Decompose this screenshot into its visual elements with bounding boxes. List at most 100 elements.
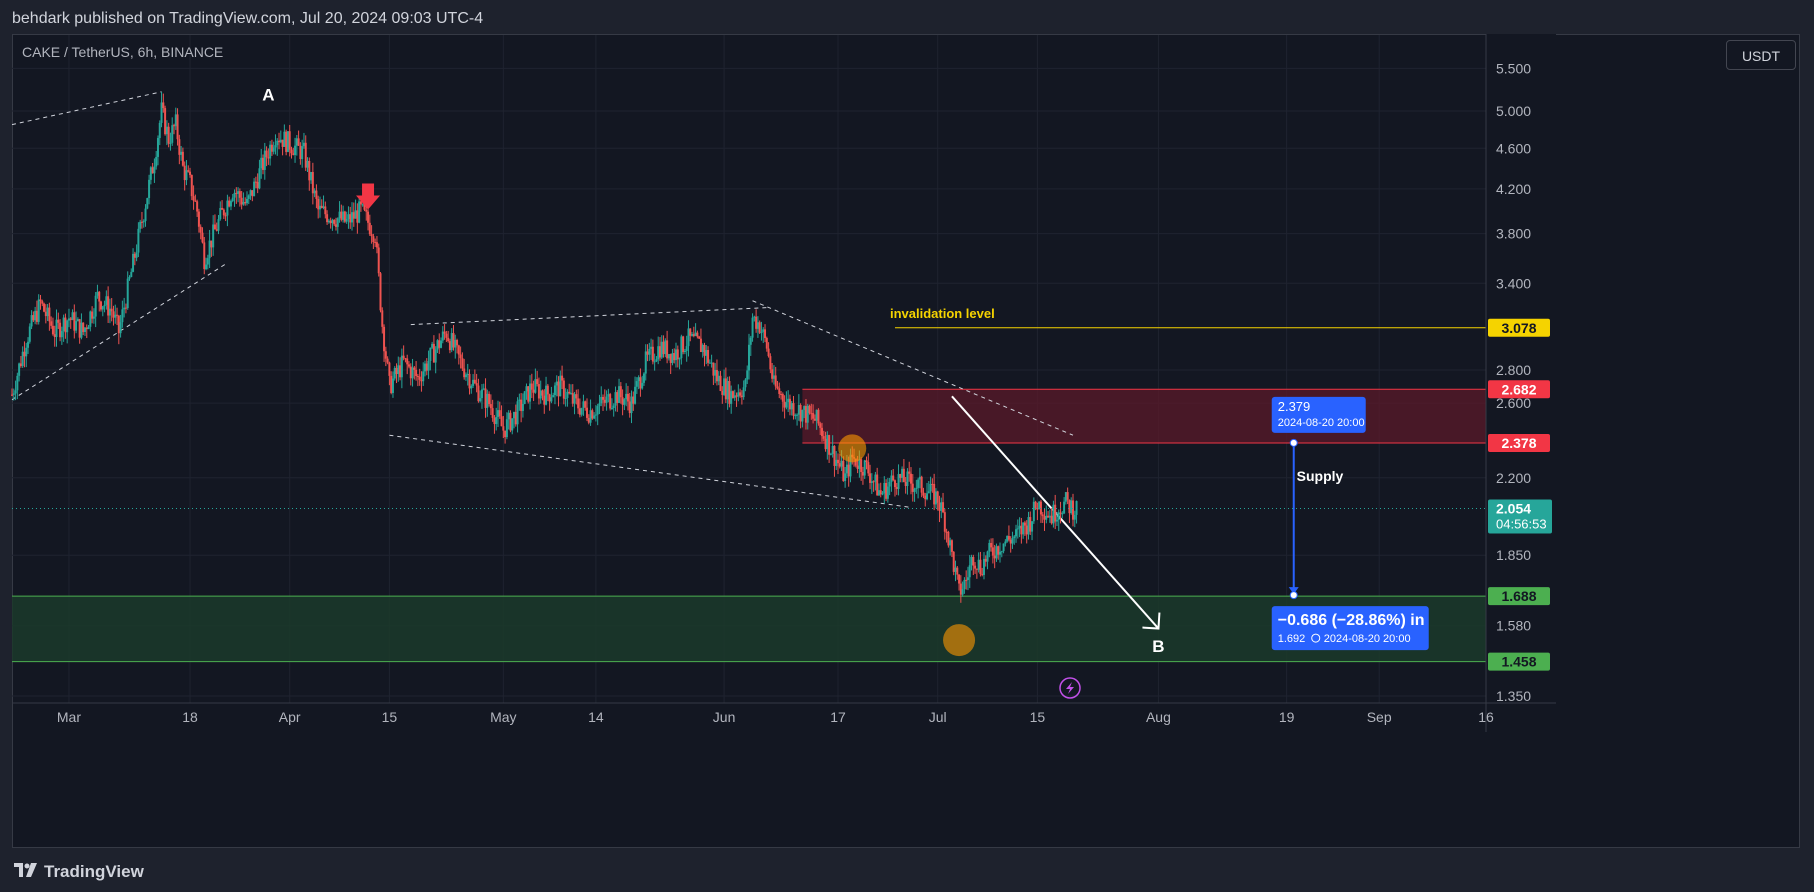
footer-brand[interactable]: TradingView [44, 862, 144, 881]
candle-body [231, 197, 234, 202]
candle [621, 389, 624, 416]
candle-body [913, 488, 916, 492]
candle-body [705, 350, 708, 356]
candle-body [343, 211, 346, 222]
currency-button[interactable]: USDT [1726, 40, 1796, 70]
candle [541, 389, 544, 401]
candle-body [993, 555, 996, 559]
candle [374, 238, 377, 248]
candle [740, 390, 743, 405]
y-tick-label: 1.580 [1496, 618, 1531, 634]
candle [610, 398, 613, 410]
symbol-label[interactable]: CAKE / TetherUS, 6h, BINANCE [22, 44, 224, 60]
y-tick-label: 2.800 [1496, 362, 1531, 378]
candle-body [457, 345, 460, 355]
candle-body [758, 322, 761, 333]
candle [11, 388, 13, 397]
candle [55, 309, 58, 347]
candle [904, 477, 907, 494]
candle [1055, 511, 1058, 527]
candle [991, 538, 994, 564]
candle [265, 146, 268, 167]
candle [153, 158, 156, 183]
candle [619, 382, 622, 404]
candle [513, 411, 516, 429]
last-price-tag [1488, 499, 1552, 534]
candle-body [756, 322, 759, 329]
candle-body [995, 546, 998, 559]
candle [965, 570, 968, 590]
candle [37, 294, 40, 325]
candle-body [304, 142, 307, 168]
candle [32, 311, 35, 323]
y-tick-label: 4.600 [1496, 140, 1531, 156]
candle [952, 550, 955, 576]
candle-body [422, 371, 425, 382]
invalidation-label: invalidation level [890, 306, 995, 321]
candle-body [367, 211, 370, 223]
candle [719, 370, 722, 392]
candle-body [397, 365, 400, 375]
candle-body [1059, 512, 1062, 514]
candle-body [461, 358, 464, 369]
candle-body [466, 373, 469, 375]
candle [270, 139, 273, 156]
candle-body [425, 363, 428, 371]
candle [1048, 509, 1051, 523]
candle-body [863, 460, 866, 476]
candle-body [644, 351, 647, 374]
candle [304, 135, 307, 171]
candle-body [918, 476, 921, 480]
candle [817, 408, 820, 426]
candle-body [55, 319, 58, 338]
candle [776, 380, 779, 390]
candle-body [901, 468, 904, 478]
candle [215, 222, 218, 232]
candle [1029, 511, 1032, 535]
candle [943, 508, 946, 540]
candle-body [920, 476, 923, 493]
candle [142, 219, 145, 228]
candle [484, 378, 487, 418]
candle [377, 243, 380, 277]
x-axis[interactable]: Mar 18 Apr 15 May 14 Jun 17 Jul 15 Aug 19 Sep 16 [12, 702, 1556, 725]
candle-body [712, 362, 715, 376]
candle-body [71, 312, 74, 320]
candle [733, 389, 736, 401]
candle-body [297, 138, 300, 146]
candle [415, 361, 418, 381]
candle [806, 403, 809, 430]
candle [897, 464, 900, 496]
candle-body [413, 367, 416, 370]
candle [529, 375, 532, 410]
price-chart[interactable]: Supply invalidation level A B 2.379 2024-08-… [0, 0, 1814, 852]
candle [869, 464, 872, 490]
demand-zone [12, 596, 1486, 662]
candle [507, 410, 510, 430]
candle-body [769, 356, 772, 370]
candle-body [675, 349, 678, 361]
candle-body [206, 258, 209, 265]
candle [1073, 510, 1076, 528]
candle [844, 467, 847, 488]
candle-body [336, 218, 339, 227]
candle [434, 346, 437, 374]
candle [626, 385, 629, 411]
candle [192, 185, 195, 210]
candle-body [532, 389, 535, 393]
candle-body [139, 221, 142, 229]
candle-body [717, 375, 720, 382]
lightning-icon-glyph [1066, 682, 1074, 694]
candle-body [438, 340, 441, 348]
candle-body [578, 408, 581, 415]
candle [178, 134, 181, 165]
candle-body [1007, 535, 1010, 540]
candle-body [799, 404, 802, 422]
candle-body [452, 333, 455, 348]
supply-zone-label: Supply [1297, 468, 1344, 484]
candle [685, 335, 688, 362]
candle-body [411, 367, 414, 379]
candle [466, 363, 469, 386]
candle-body [489, 404, 492, 409]
tradingview-logo-icon[interactable] [14, 862, 38, 882]
